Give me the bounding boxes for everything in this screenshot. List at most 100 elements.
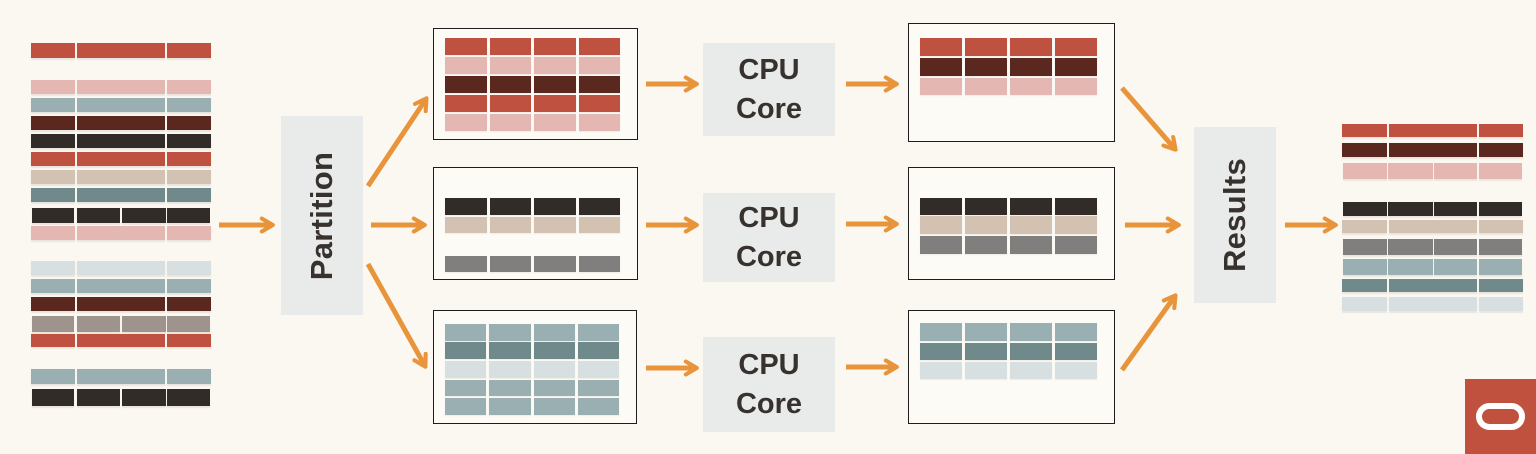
data-cell	[31, 226, 75, 240]
data-cell	[489, 361, 531, 378]
data-row	[920, 323, 1097, 341]
data-cell	[1389, 279, 1477, 292]
data-row	[920, 198, 1097, 215]
data-cell	[578, 217, 620, 233]
data-cell	[77, 43, 165, 58]
data-cell	[1055, 198, 1097, 215]
data-cell	[167, 279, 211, 293]
data-cell	[77, 261, 165, 275]
data-cell	[1055, 78, 1097, 95]
data-cell	[489, 57, 531, 74]
data-cell	[122, 208, 166, 223]
data-row	[31, 188, 213, 202]
data-row	[31, 226, 213, 240]
data-cell	[31, 334, 75, 347]
data-cell	[31, 152, 75, 166]
data-cell	[920, 216, 962, 234]
data-cell	[77, 279, 165, 293]
cpu-core-label-line2: Core	[735, 387, 803, 420]
blue-result-box	[908, 310, 1115, 424]
cpu-core-label-line1: CPU	[738, 53, 800, 86]
data-row	[31, 170, 213, 184]
data-cell	[1434, 239, 1477, 255]
data-row	[445, 324, 619, 341]
data-cell	[1342, 297, 1387, 311]
data-cell	[1010, 236, 1052, 254]
data-row	[445, 398, 619, 415]
data-cell	[1343, 202, 1387, 216]
data-cell	[533, 342, 575, 359]
data-cell	[122, 389, 166, 406]
data-cell	[1055, 323, 1097, 341]
data-cell	[1343, 163, 1387, 179]
data-cell	[1342, 220, 1387, 233]
data-cell	[445, 95, 487, 112]
data-cell	[445, 198, 487, 215]
data-cell	[489, 324, 531, 341]
data-cell	[920, 343, 962, 360]
neutral-result-box	[908, 167, 1115, 280]
data-cell	[445, 398, 487, 415]
data-cell	[167, 170, 211, 184]
data-cell	[167, 334, 211, 347]
data-cell	[167, 98, 211, 112]
data-cell	[533, 361, 575, 378]
red-result-box	[908, 23, 1115, 142]
data-row	[1342, 259, 1524, 275]
blue-partition-box	[433, 310, 637, 424]
data-cell	[1479, 220, 1523, 233]
data-cell	[965, 236, 1007, 254]
data-cell	[445, 361, 487, 378]
results-label: Results	[1217, 157, 1252, 273]
data-cell	[31, 297, 75, 311]
data-cell	[1434, 259, 1477, 275]
data-row	[920, 38, 1097, 56]
data-cell	[167, 389, 210, 406]
data-cell	[1479, 239, 1522, 255]
data-row	[445, 380, 619, 396]
data-row	[31, 152, 213, 166]
data-cell	[32, 389, 74, 406]
data-cell	[489, 38, 531, 55]
data-row	[445, 57, 620, 74]
data-cell	[122, 316, 166, 332]
data-cell	[445, 76, 487, 93]
data-row	[1342, 163, 1524, 179]
data-cell	[577, 361, 619, 378]
data-cell	[577, 324, 619, 341]
data-row	[31, 134, 213, 148]
data-cell	[920, 58, 962, 76]
oracle-o-icon	[1476, 403, 1525, 430]
data-cell	[965, 78, 1007, 95]
data-cell	[534, 57, 576, 74]
data-cell	[577, 398, 619, 415]
data-row	[31, 261, 213, 275]
data-cell	[534, 217, 576, 233]
data-cell	[167, 261, 211, 275]
data-cell	[489, 256, 531, 272]
data-cell	[1010, 216, 1052, 234]
red-partition-box	[433, 28, 638, 140]
data-cell	[1010, 38, 1052, 56]
data-cell	[77, 98, 165, 112]
data-row	[920, 216, 1097, 234]
data-cell	[167, 152, 211, 166]
data-cell	[77, 316, 120, 332]
data-cell	[1342, 279, 1387, 292]
data-cell	[1055, 343, 1097, 360]
data-row	[1342, 220, 1524, 233]
data-cell	[533, 398, 575, 415]
data-cell	[489, 95, 531, 112]
data-cell	[489, 198, 531, 215]
data-cell	[578, 76, 620, 93]
data-cell	[1010, 343, 1052, 360]
data-row	[445, 256, 620, 272]
data-cell	[578, 95, 620, 112]
cpu-core-box-3: CPU Core	[703, 337, 835, 432]
data-cell	[1479, 143, 1523, 157]
data-cell	[445, 342, 487, 359]
data-cell	[31, 170, 75, 184]
data-cell	[489, 76, 531, 93]
data-cell	[167, 316, 210, 332]
